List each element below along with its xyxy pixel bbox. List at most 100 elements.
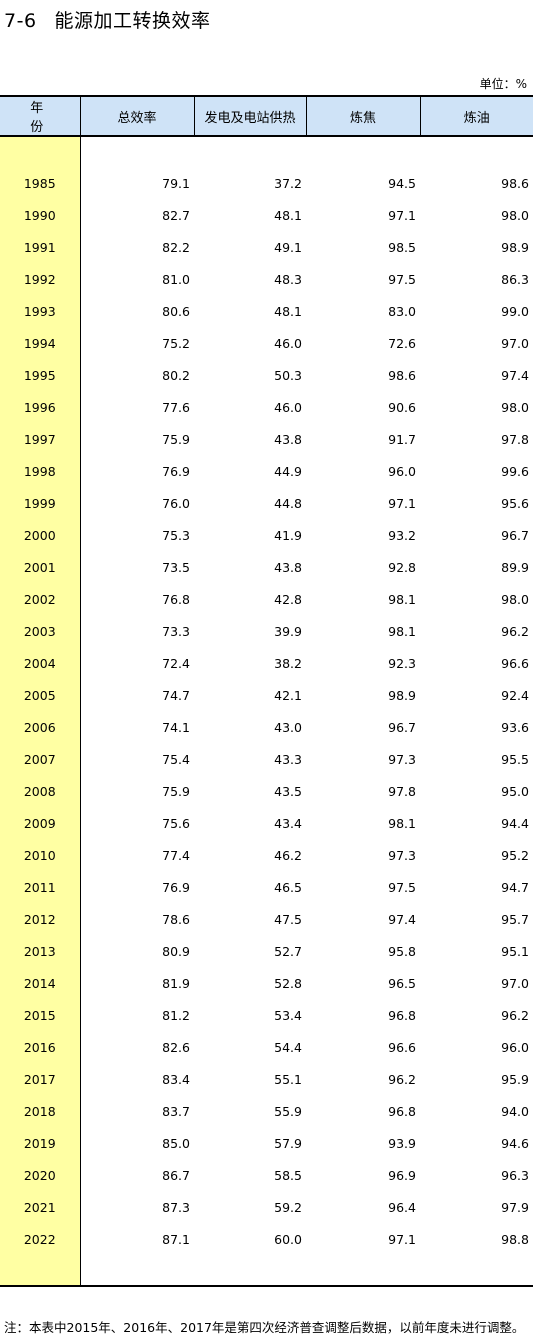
table-row: 2001 73.5 43.8 92.8 89.9 bbox=[0, 551, 533, 583]
cell-year: 2006 bbox=[0, 711, 81, 743]
footnote: 注：本表中2015年、2016年、2017年是第四次经济普查调整后数据，以前年度… bbox=[4, 1320, 525, 1335]
cell-power: 46.2 bbox=[274, 847, 302, 863]
table-row: 2003 73.3 39.9 98.1 96.2 bbox=[0, 615, 533, 647]
cell-year: 2014 bbox=[0, 967, 81, 999]
cell-year: 2000 bbox=[0, 519, 81, 551]
cell-year: 2021 bbox=[0, 1191, 81, 1223]
cell-power: 46.5 bbox=[274, 879, 302, 895]
table-row: 1996 77.6 46.0 90.6 98.0 bbox=[0, 391, 533, 423]
cell-power: 57.9 bbox=[274, 1135, 302, 1151]
cell-power: 59.2 bbox=[274, 1199, 302, 1215]
table-row: 2012 78.6 47.5 97.4 95.7 bbox=[0, 903, 533, 935]
cell-refining: 97.9 bbox=[501, 1199, 529, 1215]
cell-power: 43.5 bbox=[274, 783, 302, 799]
cell-total: 82.2 bbox=[162, 239, 190, 255]
cell-power: 52.8 bbox=[274, 975, 302, 991]
cell-total: 80.2 bbox=[162, 367, 190, 383]
cell-coking: 98.6 bbox=[388, 367, 416, 383]
cell-year: 2002 bbox=[0, 583, 81, 615]
cell-year: 2017 bbox=[0, 1063, 81, 1095]
cell-refining: 93.6 bbox=[501, 719, 529, 735]
table-number: 7-6 bbox=[4, 10, 37, 32]
table-end-row bbox=[0, 1255, 533, 1287]
cell-year: 2012 bbox=[0, 903, 81, 935]
table-row: 2002 76.8 42.8 98.1 98.0 bbox=[0, 583, 533, 615]
cell-year: 2004 bbox=[0, 647, 81, 679]
cell-refining: 95.5 bbox=[501, 751, 529, 767]
table-row: 2013 80.9 52.7 95.8 95.1 bbox=[0, 935, 533, 967]
cell-refining: 96.2 bbox=[501, 1007, 529, 1023]
cell-year: 1985 bbox=[0, 167, 81, 199]
table-row: 2008 75.9 43.5 97.8 95.0 bbox=[0, 775, 533, 807]
cell-total: 74.7 bbox=[162, 687, 190, 703]
cell-total: 81.2 bbox=[162, 1007, 190, 1023]
cell-year: 1994 bbox=[0, 327, 81, 359]
cell-coking: 97.3 bbox=[388, 847, 416, 863]
cell-coking: 97.5 bbox=[388, 271, 416, 287]
cell-total: 82.6 bbox=[162, 1039, 190, 1055]
table-row: 2004 72.4 38.2 92.3 96.6 bbox=[0, 647, 533, 679]
cell-year: 2010 bbox=[0, 839, 81, 871]
cell-coking: 97.1 bbox=[388, 495, 416, 511]
cell-refining: 95.6 bbox=[501, 495, 529, 511]
table-title: 能源加工转换效率 bbox=[54, 10, 211, 32]
cell-refining: 96.7 bbox=[501, 527, 529, 543]
table-row: 2021 87.3 59.2 96.4 97.9 bbox=[0, 1191, 533, 1223]
cell-coking: 98.9 bbox=[388, 687, 416, 703]
cell-year: 2015 bbox=[0, 999, 81, 1031]
cell-year: 2007 bbox=[0, 743, 81, 775]
cell-total: 77.6 bbox=[162, 399, 190, 415]
cell-power: 55.1 bbox=[274, 1071, 302, 1087]
cell-year: 2020 bbox=[0, 1159, 81, 1191]
cell-year: 2008 bbox=[0, 775, 81, 807]
cell-total: 76.9 bbox=[162, 879, 190, 895]
cell-year: 2003 bbox=[0, 615, 81, 647]
column-header-coking: 炼焦 bbox=[305, 95, 420, 137]
cell-refining: 99.0 bbox=[501, 303, 529, 319]
column-header-power: 发电及电站供热 bbox=[193, 95, 306, 137]
table-row: 1985 79.1 37.2 94.5 98.6 bbox=[0, 167, 533, 199]
cell-total: 81.0 bbox=[162, 271, 190, 287]
cell-power: 48.1 bbox=[274, 303, 302, 319]
table-row: 2014 81.9 52.8 96.5 97.0 bbox=[0, 967, 533, 999]
table-row: 2022 87.1 60.0 97.1 98.8 bbox=[0, 1223, 533, 1255]
cell-refining: 94.6 bbox=[501, 1135, 529, 1151]
cell-refining: 86.3 bbox=[501, 271, 529, 287]
cell-coking: 96.8 bbox=[388, 1103, 416, 1119]
cell-refining: 98.0 bbox=[501, 591, 529, 607]
table-row: 2019 85.0 57.9 93.9 94.6 bbox=[0, 1127, 533, 1159]
cell-total: 73.5 bbox=[162, 559, 190, 575]
cell-refining: 89.9 bbox=[501, 559, 529, 575]
cell-power: 46.0 bbox=[274, 399, 302, 415]
cell-coking: 93.2 bbox=[388, 527, 416, 543]
cell-coking: 90.6 bbox=[388, 399, 416, 415]
table-row: 2020 86.7 58.5 96.9 96.3 bbox=[0, 1159, 533, 1191]
cell-power: 48.3 bbox=[274, 271, 302, 287]
cell-power: 53.4 bbox=[274, 1007, 302, 1023]
cell-refining: 92.4 bbox=[501, 687, 529, 703]
table-row: 1993 80.6 48.1 83.0 99.0 bbox=[0, 295, 533, 327]
cell-total: 73.3 bbox=[162, 623, 190, 639]
cell-refining: 98.0 bbox=[501, 399, 529, 415]
cell-coking: 98.1 bbox=[388, 591, 416, 607]
cell-year: 1990 bbox=[0, 199, 81, 231]
cell-refining: 97.4 bbox=[501, 367, 529, 383]
cell-coking: 96.9 bbox=[388, 1167, 416, 1183]
cell-refining: 99.6 bbox=[501, 463, 529, 479]
cell-power: 43.4 bbox=[274, 815, 302, 831]
cell-refining: 96.6 bbox=[501, 655, 529, 671]
cell-refining: 98.9 bbox=[501, 239, 529, 255]
cell-total: 80.6 bbox=[162, 303, 190, 319]
cell-refining: 95.9 bbox=[501, 1071, 529, 1087]
cell-year: 2009 bbox=[0, 807, 81, 839]
cell-coking: 96.4 bbox=[388, 1199, 416, 1215]
cell-year: 2001 bbox=[0, 551, 81, 583]
cell-total: 85.0 bbox=[162, 1135, 190, 1151]
cell-refining: 97.0 bbox=[501, 335, 529, 351]
cell-power: 46.0 bbox=[274, 335, 302, 351]
cell-total: 76.9 bbox=[162, 463, 190, 479]
cell-total: 75.2 bbox=[162, 335, 190, 351]
cell-year: 1996 bbox=[0, 391, 81, 423]
cell-refining: 95.1 bbox=[501, 943, 529, 959]
cell-total: 83.4 bbox=[162, 1071, 190, 1087]
